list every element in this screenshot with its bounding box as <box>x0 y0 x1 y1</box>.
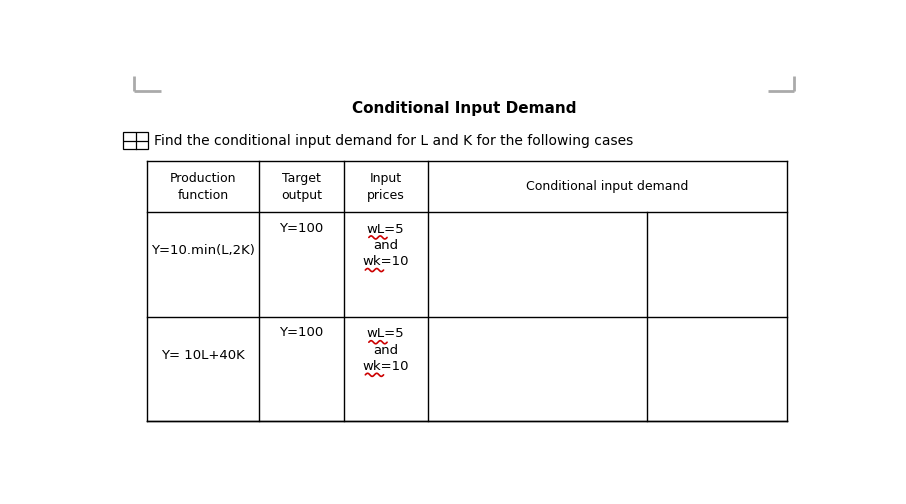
Text: Y=10.min(L,2K): Y=10.min(L,2K) <box>151 244 255 257</box>
Text: Find the conditional input demand for L and K for the following cases: Find the conditional input demand for L … <box>154 134 633 148</box>
Text: Conditional Input Demand: Conditional Input Demand <box>352 101 576 116</box>
Text: Y= 10L+40K: Y= 10L+40K <box>161 349 245 362</box>
Text: Y=100: Y=100 <box>279 222 323 234</box>
Text: wL=5: wL=5 <box>367 328 404 341</box>
Text: and: and <box>373 344 399 357</box>
Text: Production
function: Production function <box>170 171 236 202</box>
Text: Conditional input demand: Conditional input demand <box>526 180 689 193</box>
Text: and: and <box>373 239 399 252</box>
Text: wk=10: wk=10 <box>362 360 409 373</box>
Text: Y=100: Y=100 <box>279 326 323 339</box>
Text: wk=10: wk=10 <box>362 256 409 268</box>
Text: wL=5: wL=5 <box>367 223 404 236</box>
FancyBboxPatch shape <box>123 132 149 149</box>
Text: Target
output: Target output <box>281 171 322 202</box>
Text: Input
prices: Input prices <box>367 171 405 202</box>
